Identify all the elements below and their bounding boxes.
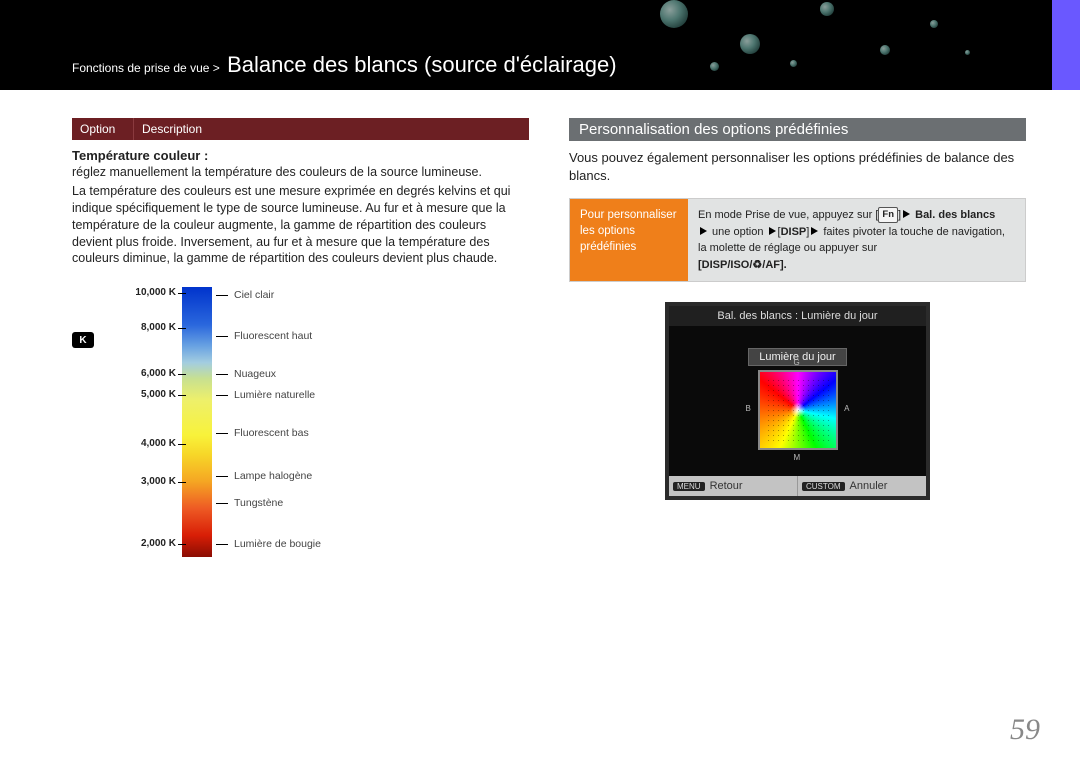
arrow-icon [700, 227, 707, 235]
wb-color-grid[interactable] [758, 370, 838, 450]
subheading-temperature: Température couleur : [72, 148, 529, 163]
kelvin-tick: 10,000 K [135, 287, 176, 298]
kelvin-tick: 2,000 K [141, 538, 176, 549]
action-box: Pour personnaliser les options prédéfini… [569, 198, 1026, 282]
kelvin-source-label: Tungstène [234, 497, 283, 509]
para-kelvin-explain: La température des couleurs est une mesu… [72, 183, 529, 267]
kelvin-right-labels: Ciel clair Fluorescent haut Nuageux Lumière… [212, 287, 392, 557]
lcd-back-button[interactable]: MENU Retour [669, 476, 797, 496]
kelvin-source-label: Lumière naturelle [234, 389, 315, 401]
arrow-icon [903, 210, 910, 218]
kelvin-gradient-bar [182, 287, 212, 557]
wb-axis-m: M [794, 453, 801, 462]
kelvin-left-axis: 10,000 K 8,000 K 6,000 K 5,000 K 4,000 K 3,00… [112, 287, 182, 557]
table-header: Option Description [72, 118, 529, 140]
kelvin-tick: 3,000 K [141, 476, 176, 487]
lcd-footer: MENU Retour CUSTOM Annuler [669, 476, 926, 496]
para-set-manually: réglez manuellement la température des c… [72, 164, 529, 181]
action-text-2a: une option [709, 226, 767, 238]
decor-swirl [620, 0, 1020, 90]
camera-lcd: Bal. des blancs : Lumière du jour Lumièr… [665, 302, 930, 500]
breadcrumb-prefix: Fonctions de prise de vue > [72, 61, 220, 75]
fn-key-icon: Fn [878, 207, 898, 223]
action-label: Pour personnaliser les options prédéfini… [570, 199, 688, 281]
action-text-1a: En mode Prise de vue, appuyez sur [698, 209, 875, 221]
menu-btn-icon: MENU [673, 482, 705, 491]
kelvin-tick: 8,000 K [141, 322, 176, 333]
custom-btn-label: Annuler [850, 480, 888, 492]
table-header-option: Option [72, 118, 134, 140]
kelvin-source-label: Ciel clair [234, 289, 274, 301]
wb-axis-g: G [794, 358, 800, 367]
lcd-title: Bal. des blancs : Lumière du jour [669, 306, 926, 326]
kelvin-source-label: Nuageux [234, 368, 276, 380]
action-steps: En mode Prise de vue, appuyez sur [Fn] B… [688, 199, 1025, 281]
page-number: 59 [1010, 713, 1040, 747]
kelvin-source-label: Lumière de bougie [234, 538, 321, 550]
intro-text: Vous pouvez également personnaliser les … [569, 149, 1026, 184]
wb-axis-a: A [844, 404, 849, 413]
action-text-1b: Bal. des blancs [912, 209, 995, 221]
disp-key: DISP [781, 226, 807, 238]
menu-btn-label: Retour [710, 480, 743, 492]
kelvin-source-label: Fluorescent haut [234, 330, 312, 342]
kelvin-badge-icon: K [72, 332, 94, 348]
lcd-cancel-button[interactable]: CUSTOM Annuler [797, 476, 926, 496]
kelvin-source-label: Fluorescent bas [234, 427, 309, 439]
arrow-icon [811, 227, 818, 235]
kelvin-tick: 4,000 K [141, 438, 176, 449]
custom-btn-icon: CUSTOM [802, 482, 845, 491]
kelvin-tick: 5,000 K [141, 389, 176, 400]
left-column: Option Description Température couleur :… [72, 118, 529, 557]
lcd-body: Lumière du jour G A M B [669, 326, 926, 476]
section-title-custom: Personnalisation des options prédéfinies [569, 118, 1026, 141]
table-header-desc: Description [134, 118, 529, 140]
breadcrumb: Fonctions de prise de vue > Balance des … [72, 52, 617, 78]
wb-axis-b: B [746, 404, 751, 413]
page-title: Balance des blancs (source d'éclairage) [227, 52, 616, 77]
kelvin-source-label: Lampe halogène [234, 470, 312, 482]
arrow-icon [769, 227, 776, 235]
right-column: Personnalisation des options prédéfinies… [569, 118, 1026, 557]
header-banner: Fonctions de prise de vue > Balance des … [0, 0, 1080, 90]
kelvin-chart: K 10,000 K 8,000 K 6,000 K 5,000 K 4,000 K 3,… [72, 287, 529, 557]
kelvin-tick: 6,000 K [141, 368, 176, 379]
side-tab [1052, 0, 1080, 90]
action-text-3: [DISP/ISO/♻/AF]. [698, 259, 787, 271]
